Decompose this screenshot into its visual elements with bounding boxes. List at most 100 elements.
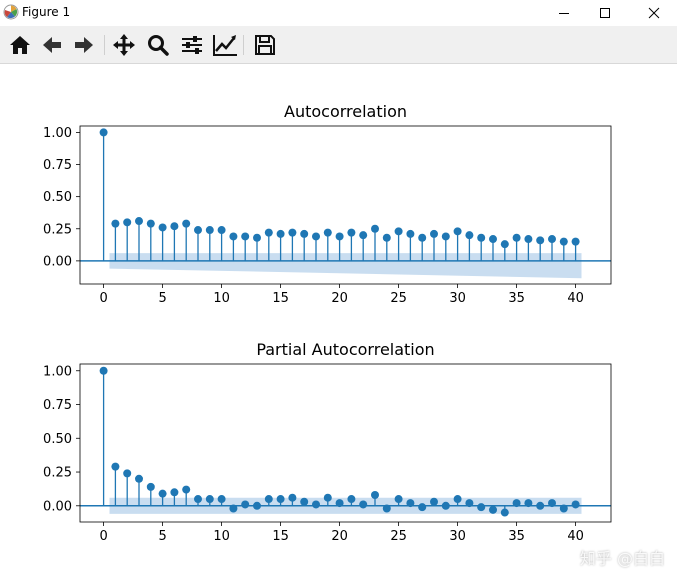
x-tick-label: 0 [99, 291, 107, 306]
maximize-button[interactable] [582, 0, 628, 26]
data-point [300, 497, 309, 506]
maximize-icon [600, 8, 610, 18]
data-point [288, 493, 297, 502]
chart-edit-icon [213, 35, 237, 56]
data-point [205, 226, 214, 235]
data-point [335, 232, 344, 241]
x-tick-label: 30 [449, 291, 466, 306]
data-point [135, 474, 143, 483]
x-tick-label: 10 [213, 529, 230, 544]
home-button[interactable] [6, 31, 34, 59]
data-point [182, 485, 191, 494]
configure-subplots-button[interactable] [178, 31, 206, 59]
data-point [418, 503, 427, 512]
navigation-toolbar [0, 27, 677, 64]
save-icon [255, 35, 275, 55]
data-point [406, 499, 415, 508]
close-button[interactable] [631, 0, 677, 26]
data-point [477, 503, 486, 512]
data-point [548, 499, 556, 508]
data-point [371, 224, 379, 233]
pan-button[interactable] [110, 31, 138, 59]
save-button[interactable] [251, 31, 279, 59]
edit-axis-button[interactable] [211, 31, 239, 59]
data-point [158, 223, 167, 232]
data-point [229, 504, 238, 513]
data-point [205, 495, 214, 504]
home-icon [10, 36, 30, 54]
data-point [406, 229, 415, 238]
y-tick-label: 0.00 [43, 254, 72, 269]
data-point [524, 235, 533, 244]
data-point [170, 488, 179, 497]
y-tick-label: 0.25 [43, 466, 72, 481]
data-point [559, 237, 568, 246]
minimize-button[interactable] [541, 0, 587, 26]
data-point [253, 501, 261, 510]
data-point [253, 233, 261, 242]
x-tick-label: 25 [390, 529, 407, 544]
x-tick-label: 20 [331, 529, 348, 544]
x-tick-label: 40 [567, 291, 584, 306]
data-point [430, 497, 438, 506]
data-point [512, 233, 521, 242]
data-point [312, 500, 320, 509]
data-point [524, 499, 533, 508]
data-point [323, 228, 332, 237]
title-bar: Figure 1 [0, 0, 677, 27]
data-point [359, 231, 368, 240]
forward-button[interactable] [70, 31, 98, 59]
x-tick-label: 5 [158, 291, 166, 306]
y-tick-label: 0.75 [43, 158, 72, 173]
data-point [571, 500, 580, 509]
data-point [312, 232, 320, 241]
y-tick-label: 1.00 [43, 364, 72, 379]
data-point [382, 504, 391, 513]
data-point [170, 222, 179, 231]
move-icon [113, 34, 135, 56]
axes-autocorrelation: 0 5 10 15 20 25 30 35 40 1.00 0.75 0.50 0.25 0.00 Auto… [43, 102, 612, 306]
data-point [441, 232, 450, 241]
data-point [382, 233, 391, 242]
close-icon [648, 7, 660, 19]
x-tick-label: 15 [272, 291, 289, 306]
data-point [111, 462, 120, 471]
axes-frame [79, 363, 612, 523]
matplotlib-app-icon [3, 4, 19, 20]
data-point [418, 233, 427, 242]
x-tick-label: 5 [158, 529, 166, 544]
data-point [182, 219, 191, 228]
data-point [158, 489, 167, 498]
y-tick-label: 0.00 [43, 499, 72, 514]
data-point [99, 128, 108, 137]
x-tick-label: 20 [331, 291, 348, 306]
data-point [489, 235, 497, 244]
y-tick-label: 1.00 [43, 126, 72, 141]
y-tick-label: 0.25 [43, 222, 72, 237]
data-point [489, 505, 497, 514]
x-tick-label: 25 [390, 291, 407, 306]
y-tick-label: 0.50 [43, 432, 72, 447]
data-point [323, 493, 332, 502]
data-point [441, 501, 450, 510]
data-point [347, 495, 356, 504]
data-point [571, 237, 580, 246]
back-button[interactable] [38, 31, 66, 59]
data-point [359, 500, 368, 509]
minimize-icon [559, 13, 569, 14]
data-point [229, 232, 238, 241]
data-point [123, 218, 132, 227]
data-point [465, 499, 474, 508]
data-point [276, 229, 285, 238]
data-point [146, 482, 155, 491]
data-point [335, 499, 344, 508]
figure-canvas[interactable]: 0 5 10 15 20 25 30 35 40 1.00 0.75 0.50 0.25 0.00 Auto… [0, 64, 677, 579]
arrow-left-icon [43, 37, 61, 53]
zoom-button[interactable] [144, 31, 172, 59]
data-point [394, 495, 403, 504]
data-point [536, 501, 545, 510]
data-point [371, 490, 379, 499]
data-point [241, 500, 250, 509]
data-point [264, 495, 273, 504]
figure-svg: 0 5 10 15 20 25 30 35 40 1.00 0.75 0.50 0.25 0.00 Auto… [43, 102, 612, 544]
